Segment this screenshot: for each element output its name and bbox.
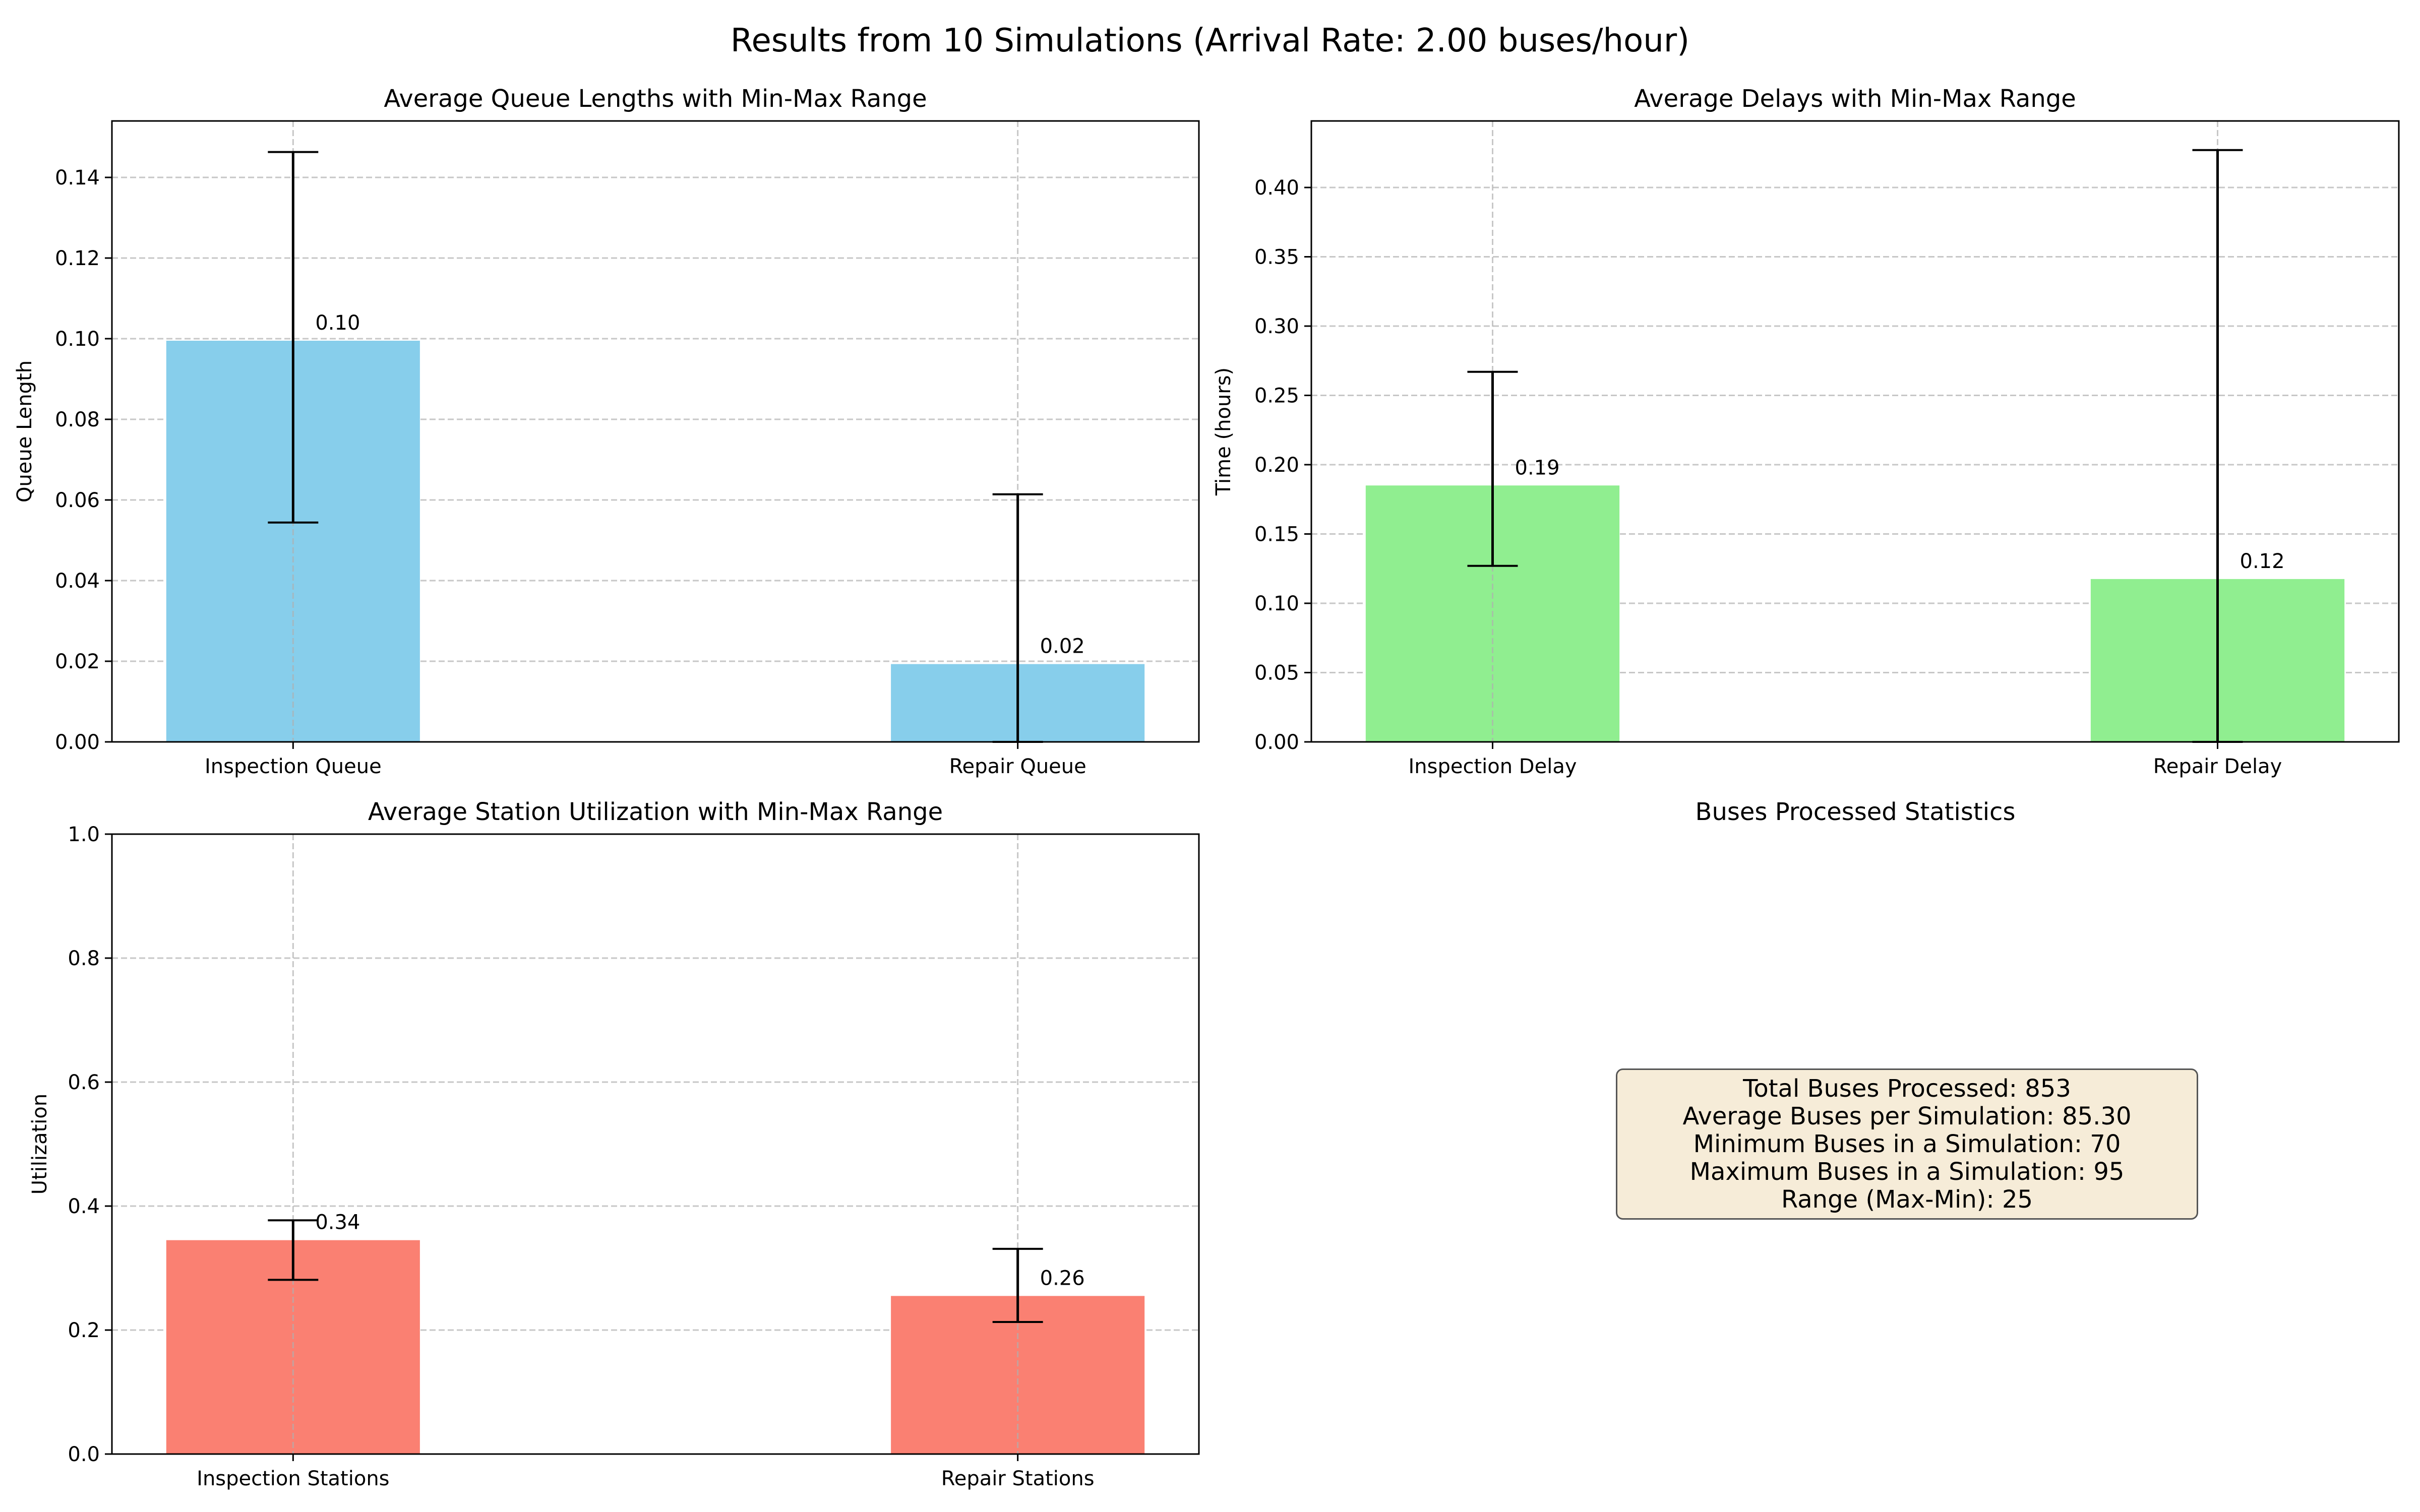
stats-box: Total Buses Processed: 853 Average Buses… xyxy=(1616,1068,2198,1220)
chart-title: Average Delays with Min-Max Range xyxy=(1634,85,2076,113)
axes-frame xyxy=(1310,120,2400,743)
stats-total: Total Buses Processed: 853 xyxy=(1743,1074,2071,1103)
y-axis-label: Queue Length xyxy=(13,360,36,502)
x-tick-label: Inspection Queue xyxy=(205,755,382,778)
stats-average: Average Buses per Simulation: 85.30 xyxy=(1682,1102,2132,1130)
x-tick-label: Repair Delay xyxy=(2153,755,2282,778)
figure-title: Results from 10 Simulations (Arrival Rat… xyxy=(731,22,1689,59)
y-tick-label: 0.2 xyxy=(68,1319,100,1342)
y-tick-label: 0.00 xyxy=(55,731,100,754)
stats-range: Range (Max-Min): 25 xyxy=(1781,1185,2033,1214)
x-tick-label: Inspection Delay xyxy=(1408,755,1577,778)
data-label: 0.26 xyxy=(1040,1267,1085,1290)
data-label: 0.34 xyxy=(315,1211,360,1234)
axes-frame xyxy=(111,120,1200,743)
y-tick-label: 0.40 xyxy=(1254,176,1299,200)
y-tick-label: 0.02 xyxy=(55,650,100,673)
chart-title: Average Queue Lengths with Min-Max Range xyxy=(384,85,927,113)
y-tick-label: 0.0 xyxy=(68,1443,100,1466)
stats-maximum: Maximum Buses in a Simulation: 95 xyxy=(1689,1157,2125,1186)
y-tick-label: 1.0 xyxy=(68,823,100,846)
y-tick-label: 0.08 xyxy=(55,408,100,431)
y-tick-label: 0.4 xyxy=(68,1195,100,1218)
y-tick-label: 0.14 xyxy=(55,166,100,190)
y-tick-label: 0.30 xyxy=(1254,315,1299,338)
y-tick-label: 0.8 xyxy=(68,947,100,970)
y-tick-label: 0.00 xyxy=(1254,731,1299,754)
data-label: 0.12 xyxy=(2240,550,2285,573)
data-label: 0.02 xyxy=(1040,635,1085,658)
y-tick-label: 0.06 xyxy=(55,489,100,512)
axes-frame xyxy=(111,833,1200,1455)
y-tick-label: 0.12 xyxy=(55,247,100,270)
y-axis-label: Utilization xyxy=(28,1094,51,1194)
y-tick-label: 0.04 xyxy=(55,570,100,593)
data-label: 0.10 xyxy=(315,311,360,335)
stats-minimum: Minimum Buses in a Simulation: 70 xyxy=(1693,1129,2121,1158)
y-tick-label: 0.15 xyxy=(1254,523,1299,546)
y-tick-label: 0.10 xyxy=(55,328,100,351)
y-tick-label: 0.10 xyxy=(1254,592,1299,615)
x-tick-label: Inspection Stations xyxy=(197,1467,389,1490)
y-tick-label: 0.6 xyxy=(68,1071,100,1094)
x-tick-label: Repair Queue xyxy=(949,755,1086,778)
y-axis-label: Time (hours) xyxy=(1212,367,1235,496)
stats-title: Buses Processed Statistics xyxy=(1696,798,2016,826)
y-tick-label: 0.20 xyxy=(1254,454,1299,477)
y-tick-label: 0.25 xyxy=(1254,385,1299,408)
y-tick-label: 0.05 xyxy=(1254,662,1299,685)
chart-title: Average Station Utilization with Min-Max… xyxy=(368,798,943,826)
y-tick-label: 0.35 xyxy=(1254,246,1299,269)
x-tick-label: Repair Stations xyxy=(941,1467,1095,1490)
data-label: 0.19 xyxy=(1515,456,1560,479)
